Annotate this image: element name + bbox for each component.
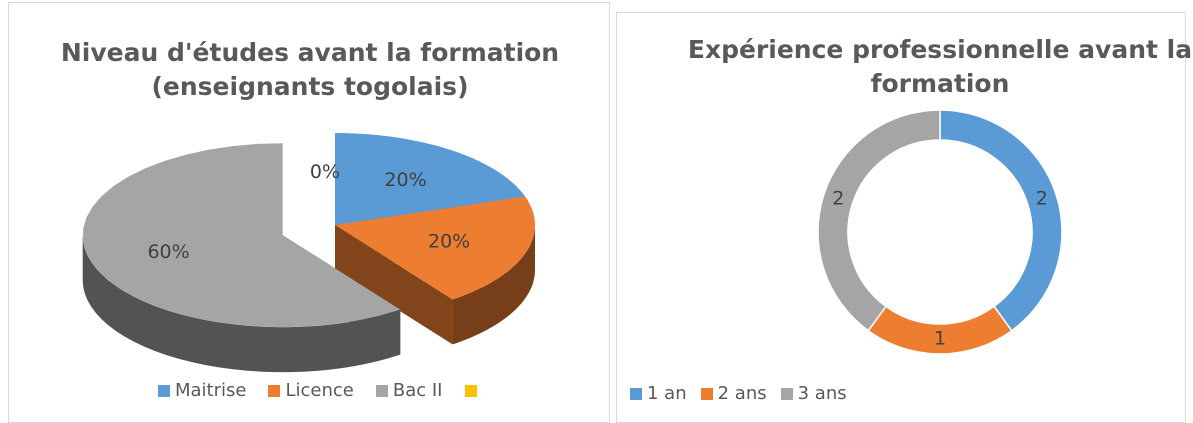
legend-item: Licence	[268, 380, 354, 401]
data-label: 0%	[310, 161, 340, 183]
legend: Maitrise Licence Bac II	[158, 380, 477, 401]
legend-label: 2 ans	[717, 383, 767, 404]
legend-item: 2 ans	[700, 383, 767, 404]
slice	[817, 109, 941, 332]
data-label: 20%	[384, 169, 426, 191]
slice-side	[82, 235, 401, 373]
chart-title: Niveau d'études avant la formation (ense…	[60, 38, 560, 101]
legend-item	[464, 384, 477, 397]
data-label: 60%	[147, 241, 189, 263]
data-label: 20%	[428, 231, 470, 253]
legend-item: Maitrise	[158, 380, 246, 401]
data-label: 2	[832, 187, 844, 209]
legend-swatch	[780, 387, 793, 400]
slice	[83, 143, 401, 328]
slice-side	[335, 225, 453, 345]
legend-label: Licence	[285, 380, 354, 401]
legend-swatch	[700, 387, 713, 400]
legend-swatch	[630, 387, 642, 400]
data-label: 1	[934, 328, 946, 350]
legend-item: 1 an	[630, 383, 687, 404]
slice-side	[452, 225, 535, 345]
legend-label: Maitrise	[175, 380, 247, 401]
legend-item: 3 ans	[780, 383, 847, 404]
legend-item: Bac II	[375, 380, 443, 401]
legend-swatch	[268, 384, 281, 397]
legend-label: 3 ans	[797, 383, 847, 404]
slice	[939, 109, 1063, 332]
legend-swatch	[158, 384, 170, 397]
chart-title: Expérience professionnelle avant la form…	[687, 35, 1193, 98]
legend-swatch	[464, 384, 477, 397]
legend-label: Bac II	[392, 380, 443, 401]
legend-swatch	[375, 384, 388, 397]
legend-label: 1 an	[647, 383, 687, 404]
data-label: 2	[1036, 187, 1048, 209]
slice	[335, 133, 526, 225]
legend: 1 an 2 ans 3 ans	[630, 383, 847, 404]
slice	[335, 196, 535, 300]
